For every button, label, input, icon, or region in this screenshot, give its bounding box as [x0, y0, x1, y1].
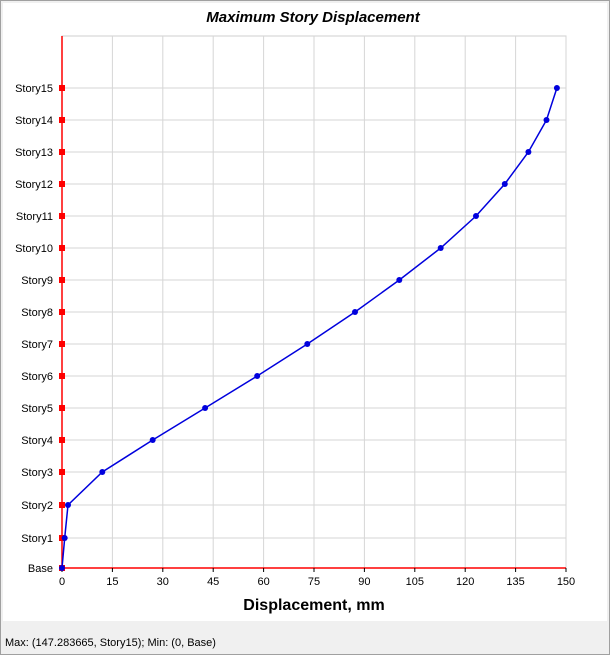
y-ticks: Base Story1 Story2 Story3 Story4 Story5 Story6…: [15, 83, 53, 575]
data-point: [352, 309, 358, 315]
y-tick-label: Story15: [15, 83, 53, 95]
x-tick-label: 90: [358, 576, 370, 588]
chart-title: Maximum Story Displacement: [206, 9, 420, 26]
y-tick-label: Story9: [21, 275, 53, 287]
story-marker: [59, 181, 65, 187]
x-tick-label: 30: [157, 576, 169, 588]
data-point: [65, 502, 71, 508]
x-tick-label: 60: [257, 576, 269, 588]
story-marker: [59, 469, 65, 475]
grid-lines: [62, 36, 567, 568]
story-marker: [59, 373, 65, 379]
data-point: [254, 373, 261, 379]
x-tick-label: 15: [106, 576, 118, 588]
data-point: [59, 565, 65, 571]
chart-panel: Maximum Story Displacement 0 15 30 45 60 75 90…: [3, 3, 607, 621]
data-point: [396, 277, 403, 283]
x-tick-label: 120: [456, 576, 474, 588]
story-marker: [59, 117, 65, 123]
series-layer: [59, 85, 560, 571]
y-tick-label: Story5: [21, 403, 53, 415]
story-marker: [59, 213, 65, 219]
x-ticks: 0 15 30 45 60 75 90 105 120 135 150: [59, 568, 575, 588]
data-point: [149, 437, 156, 443]
y-tick-label: Story1: [21, 533, 53, 545]
data-point: [437, 245, 444, 251]
x-tick-label: 135: [506, 576, 524, 588]
x-tick-label: 0: [59, 576, 65, 588]
story-marker: [59, 309, 65, 315]
y-tick-label: Story2: [21, 500, 53, 512]
story-marker: [59, 341, 65, 347]
y-tick-label: Story6: [21, 371, 53, 383]
y-tick-label: Story3: [21, 467, 53, 479]
displacement-line: [61, 87, 558, 569]
data-point: [99, 469, 106, 475]
x-axis-label: Displacement, mm: [243, 597, 384, 614]
y-tick-label: Story14: [15, 115, 53, 127]
y-tick-label: Story10: [15, 243, 53, 255]
x-tick-label: 150: [557, 576, 575, 588]
story-marker: [59, 277, 65, 283]
story-marker: [59, 502, 65, 508]
y-tick-label: Story11: [16, 211, 53, 223]
data-point: [543, 117, 550, 123]
data-point: [525, 149, 532, 155]
story-marker: [59, 149, 65, 155]
displacement-chart: Maximum Story Displacement 0 15 30 45 60 75 90…: [15, 9, 575, 614]
y-tick-label: Story8: [21, 307, 53, 319]
data-point: [501, 181, 508, 187]
status-bar: Max: (147.283665, Story15); Min: (0, Bas…: [5, 637, 216, 649]
x-tick-label: 45: [207, 576, 219, 588]
data-point: [473, 213, 479, 219]
y-tick-label: Story7: [21, 339, 53, 351]
data-point: [553, 85, 560, 91]
y-tick-label: Base: [28, 563, 53, 575]
data-point: [61, 535, 68, 541]
x-tick-label: 105: [406, 576, 424, 588]
y-tick-label: Story4: [21, 435, 53, 447]
story-marker: [59, 85, 65, 91]
data-point: [304, 341, 311, 347]
story-marker: [59, 437, 65, 443]
x-tick-label: 75: [308, 576, 320, 588]
y-tick-label: Story13: [15, 147, 53, 159]
story-marker: [59, 405, 65, 411]
data-point: [202, 405, 209, 411]
y-tick-label: Story12: [15, 179, 53, 191]
story-marker: [59, 245, 65, 251]
